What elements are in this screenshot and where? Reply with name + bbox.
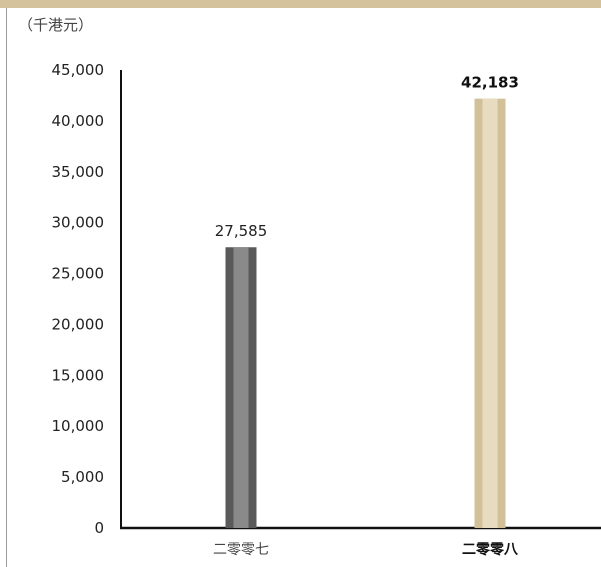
bar-inner-stripe xyxy=(233,247,249,528)
y-tick-label: 15,000 xyxy=(52,366,105,384)
y-tick-label: 20,000 xyxy=(52,315,105,333)
x-tick-label: 二零零八 xyxy=(462,541,519,558)
unit-label: （千港元） xyxy=(18,16,94,34)
x-tick-label: 二零零七 xyxy=(213,542,269,558)
y-tick-label: 45,000 xyxy=(52,61,105,79)
top-color-band xyxy=(0,0,601,8)
data-label: 42,183 xyxy=(461,74,519,92)
y-tick-label: 25,000 xyxy=(52,265,105,283)
y-tick-label: 30,000 xyxy=(52,214,105,232)
y-tick-label: 5,000 xyxy=(61,468,104,486)
y-tick-label: 10,000 xyxy=(52,417,105,435)
y-tick-label: 40,000 xyxy=(52,112,105,130)
data-label: 27,585 xyxy=(215,222,268,240)
left-border-line xyxy=(6,8,7,567)
y-tick-label: 35,000 xyxy=(52,163,105,181)
y-tick-label: 0 xyxy=(94,519,104,537)
bar-inner-stripe xyxy=(482,98,498,528)
